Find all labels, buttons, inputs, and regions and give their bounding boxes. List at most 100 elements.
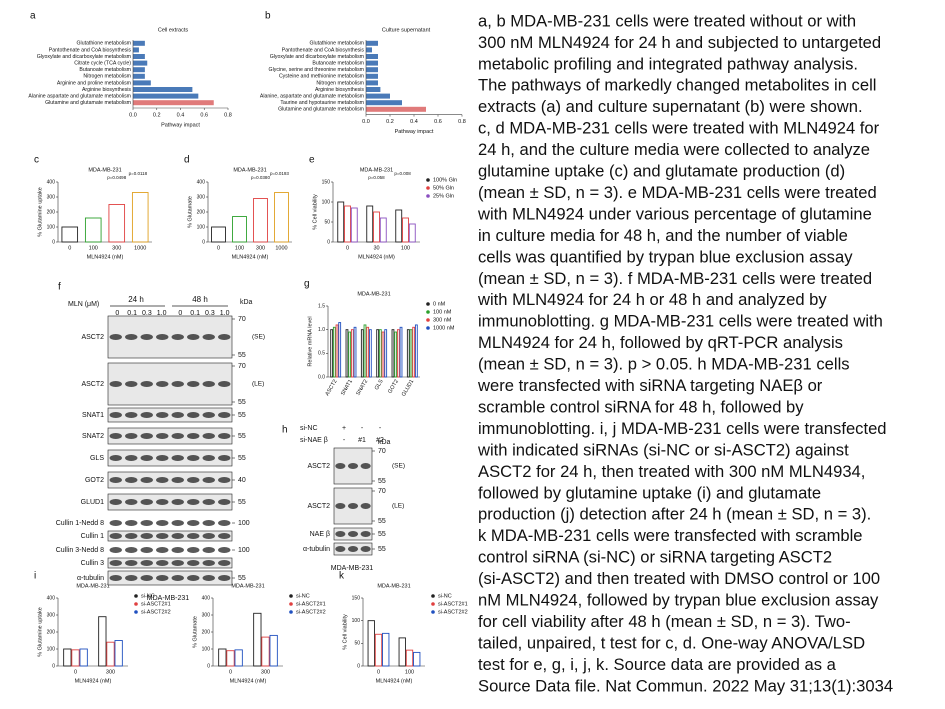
- lane-label: -: [379, 425, 382, 432]
- x-tick-label: 0: [377, 669, 380, 675]
- y-tick-label: 200: [202, 629, 211, 635]
- band: [171, 433, 184, 439]
- blot-label: GLS: [90, 455, 104, 462]
- panel-title: MDA-MB-231: [231, 583, 264, 589]
- blot-note: (SE): [392, 463, 405, 470]
- blot-label: NAE β: [310, 531, 330, 538]
- x-tick-label: 30: [373, 245, 379, 251]
- bar: [368, 329, 372, 378]
- pathway-label: Glyoxylate and dicarboxylate metabolism: [37, 54, 131, 60]
- pathway-label: Alanine aspartate and glutamate metaboli…: [28, 93, 131, 99]
- legend-label: 100% Gln: [433, 177, 457, 183]
- caption-line: metabolic profiling and integrated pathw…: [478, 54, 858, 73]
- bar: [133, 40, 145, 46]
- caption-line: c, d MDA-MB-231 cells were treated with …: [478, 119, 880, 138]
- band: [202, 533, 215, 539]
- bar: [269, 634, 278, 667]
- band: [109, 560, 122, 566]
- bar: [133, 67, 145, 73]
- band: [202, 381, 215, 387]
- band: [335, 531, 346, 537]
- kda-label: 55: [378, 518, 386, 525]
- bar: [412, 326, 416, 378]
- band: [202, 520, 215, 526]
- blot-label: α-tubulin: [303, 546, 330, 553]
- band: [140, 381, 153, 387]
- pathway-label: Cysteine and methionine metabolism: [279, 74, 364, 80]
- band: [109, 575, 122, 581]
- x-tick-label: 100: [235, 245, 244, 251]
- lane-label: #2: [376, 437, 384, 444]
- band: [140, 433, 153, 439]
- bar: [211, 226, 226, 243]
- band: [109, 412, 122, 418]
- band: [156, 520, 169, 526]
- caption-line: immunoblotting. i, j MDA-MB-231 cells we…: [478, 419, 887, 438]
- band: [202, 547, 215, 553]
- bar: [384, 329, 388, 378]
- kda-label: 70: [378, 448, 386, 455]
- band: [171, 477, 184, 483]
- bar: [133, 100, 214, 106]
- bar: [226, 650, 235, 667]
- bar: [366, 205, 374, 243]
- band: [218, 477, 231, 483]
- legend-label: si-ASCT2#2: [141, 609, 171, 615]
- band: [360, 503, 371, 509]
- label: a: [30, 11, 36, 22]
- bar: [335, 324, 339, 378]
- legend-label: si-NC: [141, 593, 155, 599]
- band: [171, 575, 184, 581]
- annotation: p=0.0498: [107, 175, 126, 180]
- band: [125, 533, 138, 539]
- caption-line: glutamine uptake (c) and glutamate produ…: [478, 162, 845, 181]
- axis-label: MLN4924 (nM): [232, 254, 269, 260]
- bar: [253, 612, 262, 667]
- legend-label: 25% Gln: [433, 193, 454, 199]
- label: MDA-MB-231: [331, 565, 374, 572]
- bar: [374, 633, 383, 667]
- legend-swatch: [431, 610, 435, 614]
- kda-label: 70: [378, 488, 386, 495]
- band: [360, 463, 371, 469]
- x-tick-label: 0: [217, 245, 220, 251]
- band: [218, 412, 231, 418]
- lane-label: 0.1: [190, 310, 200, 317]
- x-tick-label: 300: [112, 245, 121, 251]
- y-tick-label: 150: [352, 595, 361, 601]
- band: [156, 381, 169, 387]
- bar: [360, 329, 364, 378]
- lane-label: 0: [115, 310, 119, 317]
- bar: [381, 331, 385, 378]
- caption-line: The pathways of markedly changed metabol…: [478, 76, 876, 95]
- label: b: [265, 11, 271, 22]
- bar: [399, 326, 403, 378]
- axis-label: % Glutamine uptake: [37, 187, 43, 237]
- x-tick-label: 100: [405, 669, 414, 675]
- kda-label: 100: [238, 520, 250, 527]
- band: [218, 575, 231, 581]
- x-tick-label: GOT2: [387, 379, 400, 395]
- band: [156, 334, 169, 340]
- bar: [253, 198, 268, 243]
- annotation: p=0.0193: [270, 171, 289, 176]
- band: [109, 433, 122, 439]
- y-tick-label: 0: [52, 663, 55, 669]
- bar: [366, 93, 390, 99]
- legend-label: 0 nM: [433, 301, 446, 307]
- caption-line: production (j) detection after 24 h (mea…: [478, 505, 871, 524]
- bar: [133, 87, 193, 92]
- legend-swatch: [426, 186, 430, 190]
- bar: [106, 641, 115, 667]
- band: [125, 520, 138, 526]
- lane-label: -: [361, 425, 364, 432]
- pathway-label: Arginine biosynthesis: [315, 87, 364, 93]
- label: i: [34, 571, 36, 582]
- y-tick-label: 100: [352, 618, 361, 624]
- band: [109, 520, 122, 526]
- kda-label: 55: [238, 575, 246, 582]
- x-tick-label: 0: [229, 669, 232, 675]
- bar: [261, 636, 270, 667]
- blot-label: ASCT2: [307, 503, 330, 510]
